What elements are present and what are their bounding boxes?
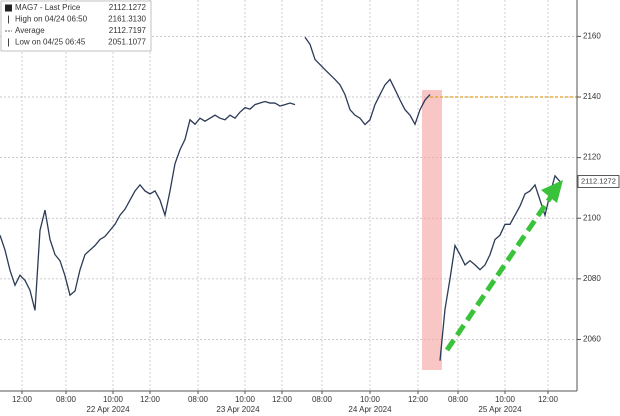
legend: MAG7 - Last Price 2112.1272 High on 04/24 … (5, 3, 147, 47)
x-tick-label: 10:00 (495, 395, 516, 404)
x-tick-label: 12:00 (408, 395, 429, 404)
legend-name: High on 04/24 06:50 (15, 15, 88, 24)
y-tick-label: 2060 (583, 335, 601, 344)
price-line (304, 36, 431, 126)
legend-name: Average (15, 26, 45, 35)
date-label: 25 Apr 2024 (478, 405, 522, 414)
price-line (0, 100, 296, 311)
legend-value: 2112.1272 (109, 3, 147, 12)
x-tick-label: 10:00 (235, 395, 256, 404)
legend-value: 2051.1077 (108, 38, 146, 47)
y-tick-label: 2100 (583, 213, 601, 222)
plot (0, 36, 577, 361)
last-price-box (577, 175, 620, 188)
y-tick-label: 2080 (583, 274, 601, 283)
price-line (439, 174, 561, 361)
last-price-label: 2112.1272 (581, 177, 616, 186)
highlight-band (422, 90, 442, 370)
y-tick-label: 2140 (583, 92, 601, 101)
x-tick-label: 08:00 (188, 395, 209, 404)
x-tick-label: 12:00 (12, 395, 33, 404)
date-label: 24 Apr 2024 (348, 405, 392, 414)
x-tick-label: 08:00 (312, 395, 333, 404)
trend-arrow-head (541, 180, 563, 203)
y-tick-label: 2120 (583, 153, 601, 162)
x-tick-label: 10:00 (360, 395, 381, 404)
x-tick-label: 08:00 (56, 395, 77, 404)
legend-name: MAG7 - Last Price (15, 3, 81, 12)
legend-value: 2161.3130 (108, 15, 146, 24)
date-label: 23 Apr 2024 (216, 405, 260, 414)
y-tick-label: 2160 (583, 31, 601, 40)
x-tick-label: 08:00 (448, 395, 469, 404)
x-tick-label: 10:00 (103, 395, 124, 404)
x-tick-label: 12:00 (272, 395, 293, 404)
legend-value: 2112.7197 (109, 26, 147, 35)
legend-marker (5, 4, 12, 12)
legend-name: Low on 04/25 06:45 (15, 38, 86, 47)
x-tick-label: 12:00 (140, 395, 161, 404)
axes: 2060 2080 2100 2120 2140 2160 12:00 08:00 10:00 1… (12, 31, 620, 414)
x-tick-label: 12:00 (538, 395, 559, 404)
trend-arrow (444, 193, 555, 352)
date-label: 22 Apr 2024 (86, 405, 130, 414)
legend-box (0, 0, 152, 52)
